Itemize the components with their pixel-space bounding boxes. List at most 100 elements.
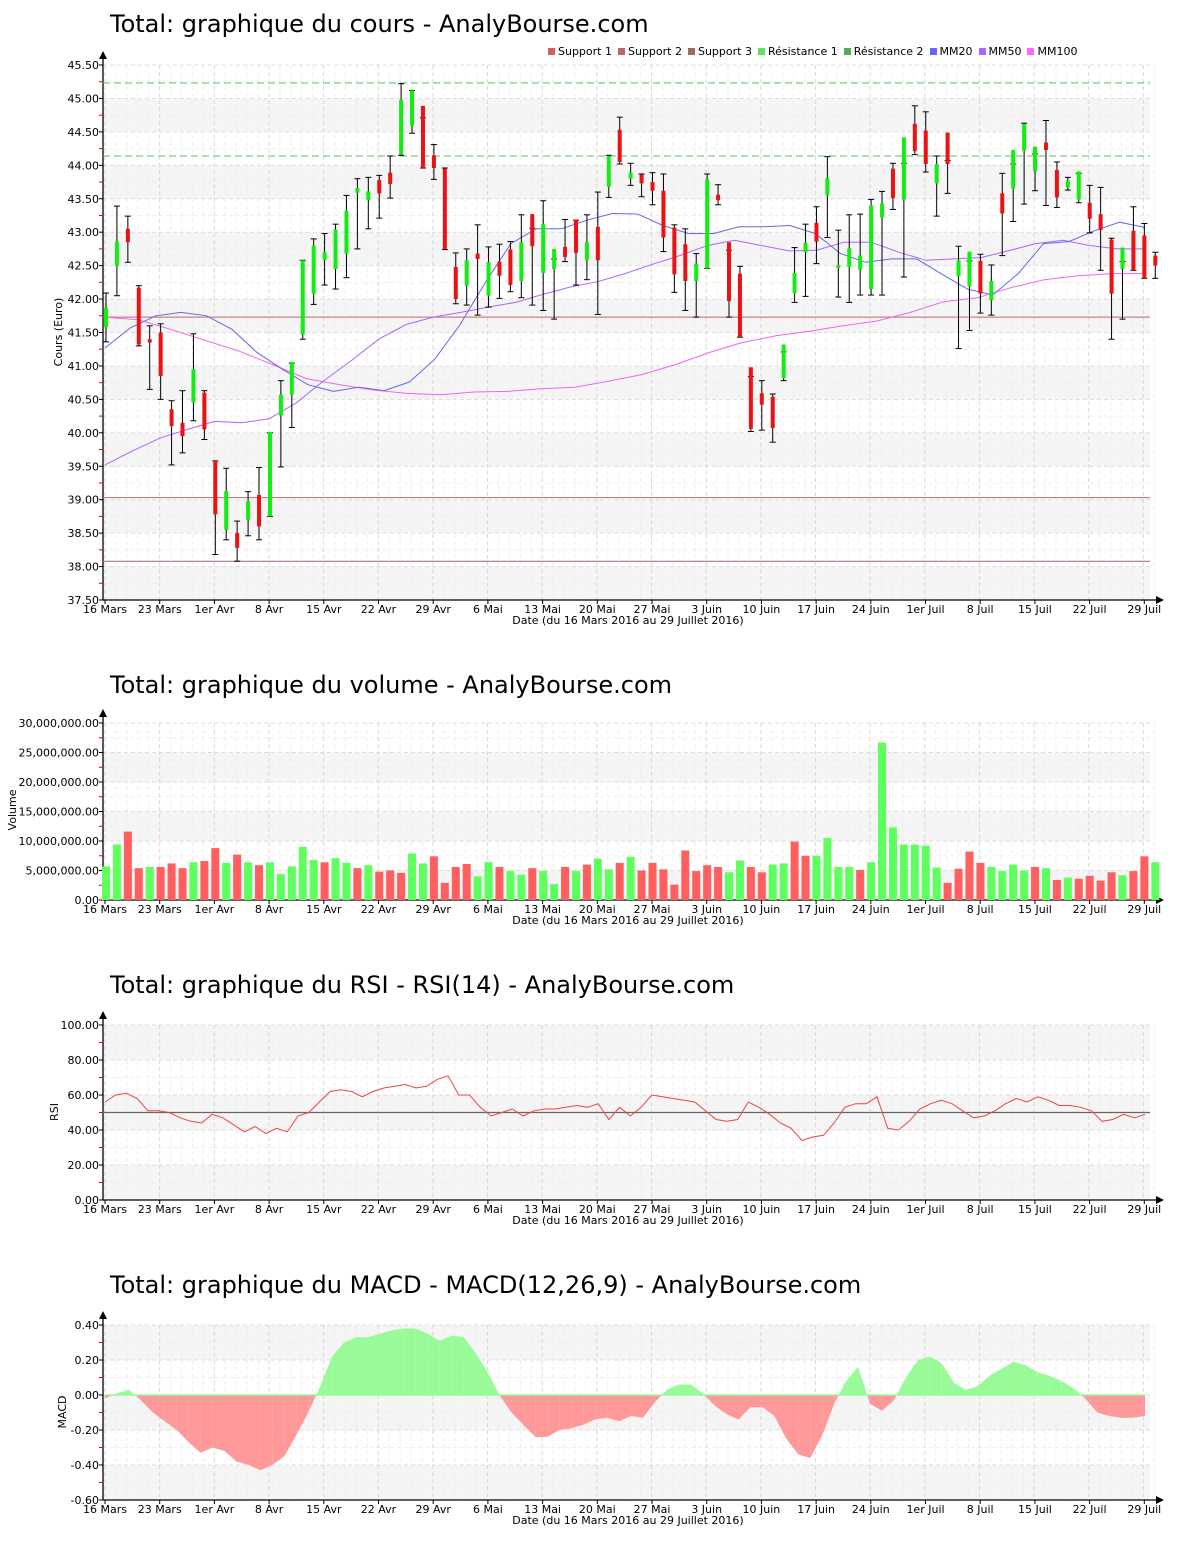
- svg-text:13 Mai: 13 Mai: [524, 1503, 561, 1516]
- svg-text:MACD: MACD: [56, 1396, 69, 1429]
- svg-text:0.00: 0.00: [75, 894, 100, 907]
- candle: [846, 214, 853, 303]
- svg-text:0.00: 0.00: [75, 1194, 100, 1207]
- svg-text:29 Juil: 29 Juil: [1127, 1503, 1161, 1516]
- volume-bar: [637, 870, 646, 900]
- svg-text:29 Juil: 29 Juil: [1127, 603, 1161, 616]
- candle: [1108, 237, 1115, 340]
- candle: [474, 224, 481, 316]
- svg-text:40.00: 40.00: [68, 1124, 100, 1137]
- candle: [857, 213, 864, 296]
- candle: [496, 243, 503, 299]
- svg-text:10 Juin: 10 Juin: [743, 603, 781, 616]
- volume-bar: [353, 868, 362, 900]
- volume-bar: [408, 853, 417, 900]
- candle: [245, 491, 252, 537]
- volume-bar: [200, 861, 209, 900]
- volume-bar: [178, 868, 187, 900]
- candle: [1042, 120, 1049, 206]
- svg-text:15 Juil: 15 Juil: [1018, 1503, 1052, 1516]
- svg-text:15 Juil: 15 Juil: [1018, 903, 1052, 916]
- volume-bar: [102, 866, 110, 900]
- volume-bar: [746, 866, 755, 900]
- svg-text:20.00: 20.00: [68, 1159, 100, 1172]
- svg-text:13 Mai: 13 Mai: [524, 1203, 561, 1216]
- candle: [113, 205, 120, 297]
- svg-text:22 Juil: 22 Juil: [1073, 1503, 1107, 1516]
- svg-text:23 Mars: 23 Mars: [138, 1503, 182, 1516]
- volume-bar: [823, 838, 832, 900]
- volume-bar: [779, 863, 788, 900]
- svg-text:RSI: RSI: [48, 1103, 61, 1121]
- candle: [900, 137, 907, 278]
- svg-text:27 Mai: 27 Mai: [634, 903, 671, 916]
- candle: [911, 105, 918, 156]
- volume-chart: 30,000,000.00 25,000,000.00 20,000,000.00 1…: [6, 709, 1164, 927]
- svg-text:1er Avr: 1er Avr: [195, 1503, 235, 1516]
- volume-bar: [528, 868, 537, 900]
- volume-bar: [1063, 877, 1072, 900]
- candle: [376, 174, 383, 219]
- svg-text:22 Juil: 22 Juil: [1073, 1203, 1107, 1216]
- volume-bar: [211, 848, 220, 900]
- volume-bar: [834, 866, 843, 900]
- svg-text:8 Juil: 8 Juil: [967, 903, 994, 916]
- svg-text:22 Juil: 22 Juil: [1073, 903, 1107, 916]
- svg-text:1er Avr: 1er Avr: [195, 903, 235, 916]
- volume-bar: [429, 856, 438, 900]
- volume-bar: [440, 882, 449, 900]
- svg-text:22 Juil: 22 Juil: [1073, 603, 1107, 616]
- candle: [518, 214, 525, 299]
- candle: [562, 218, 569, 263]
- volume-bar: [331, 858, 340, 900]
- volume-bar: [987, 866, 996, 900]
- volume-bar: [692, 871, 701, 900]
- candle: [616, 116, 623, 165]
- price-chart-title: Total: graphique du cours - AnalyBourse.…: [110, 10, 649, 38]
- svg-text:24 Juin: 24 Juin: [852, 1203, 890, 1216]
- volume-bar: [735, 860, 744, 900]
- svg-text:Volume: Volume: [6, 789, 19, 830]
- volume-bar: [943, 882, 952, 900]
- svg-text:15 Avr: 15 Avr: [306, 1203, 342, 1216]
- volume-bar: [801, 855, 810, 900]
- candle: [671, 224, 678, 293]
- candle: [933, 155, 940, 217]
- svg-text:16 Mars: 16 Mars: [83, 1203, 127, 1216]
- svg-text:Date (du 16 Mars 2016 au 29 Ju: Date (du 16 Mars 2016 au 29 Juillet 2016…: [512, 1214, 743, 1227]
- svg-text:6 Mai: 6 Mai: [473, 1503, 503, 1516]
- price-chart-legend: Support 1 Support 2 Support 3 Résistance 1 R…: [548, 45, 1077, 58]
- candle: [922, 111, 929, 173]
- candle: [124, 215, 131, 263]
- candle: [168, 400, 175, 466]
- candle: [1021, 122, 1028, 205]
- candle: [1152, 251, 1159, 279]
- volume-bar: [145, 866, 154, 900]
- svg-text:Cours (Euro): Cours (Euro): [52, 298, 65, 367]
- volume-bar: [287, 866, 296, 900]
- candle: [583, 214, 590, 281]
- volume-bar: [1085, 875, 1094, 900]
- svg-text:3 Juin: 3 Juin: [691, 903, 722, 916]
- legend-swatch-icon: [757, 48, 765, 55]
- svg-text:17 Juin: 17 Juin: [797, 603, 835, 616]
- candle: [179, 390, 186, 454]
- svg-text:15 Avr: 15 Avr: [306, 603, 342, 616]
- volume-bar: [255, 865, 264, 900]
- svg-text:40.00: 40.00: [68, 427, 100, 440]
- volume-bar: [320, 862, 329, 900]
- candle: [682, 228, 689, 311]
- candle: [288, 361, 295, 428]
- legend-item: MM20: [929, 45, 973, 58]
- svg-text:13 Mai: 13 Mai: [524, 603, 561, 616]
- volume-bar: [473, 876, 482, 900]
- svg-text:25,000,000.00: 25,000,000.00: [19, 747, 99, 760]
- volume-bar: [386, 870, 395, 900]
- volume-bar: [342, 862, 351, 900]
- svg-text:15 Avr: 15 Avr: [306, 903, 342, 916]
- svg-text:20 Mai: 20 Mai: [579, 903, 616, 916]
- candle: [1130, 206, 1137, 271]
- candle: [387, 155, 394, 199]
- svg-text:29 Avr: 29 Avr: [415, 603, 451, 616]
